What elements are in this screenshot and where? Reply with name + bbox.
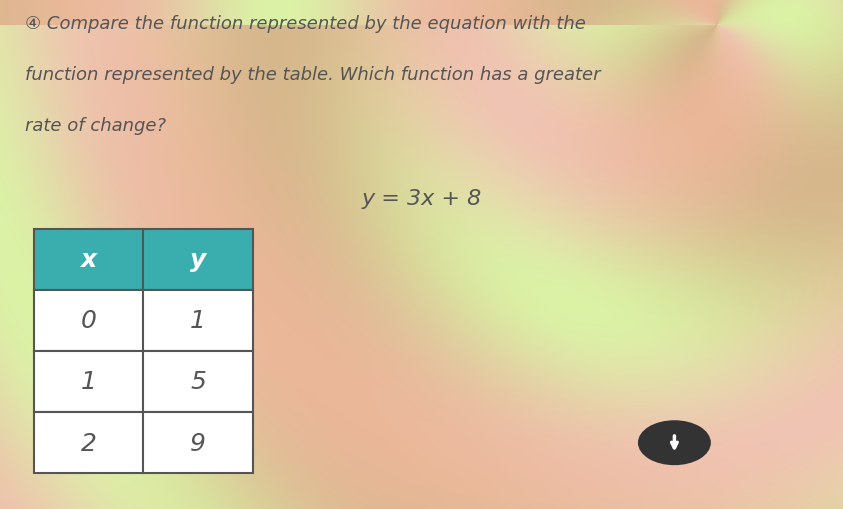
Text: 9: 9 <box>191 431 206 455</box>
Text: y = 3x + 8: y = 3x + 8 <box>362 188 481 208</box>
Text: rate of change?: rate of change? <box>25 117 166 135</box>
Bar <box>34 229 253 290</box>
Bar <box>34 412 253 473</box>
Text: x: x <box>80 247 97 272</box>
Text: y: y <box>190 247 207 272</box>
Bar <box>34 351 253 412</box>
Text: 5: 5 <box>191 370 206 394</box>
Text: 0: 0 <box>81 308 96 333</box>
Circle shape <box>639 421 710 464</box>
Text: 2: 2 <box>81 431 96 455</box>
Text: function represented by the table. Which function has a greater: function represented by the table. Which… <box>25 66 601 84</box>
Text: 1: 1 <box>81 370 96 394</box>
Text: ④ Compare the function represented by the equation with the: ④ Compare the function represented by th… <box>25 15 586 33</box>
Bar <box>34 290 253 351</box>
Text: 1: 1 <box>191 308 206 333</box>
